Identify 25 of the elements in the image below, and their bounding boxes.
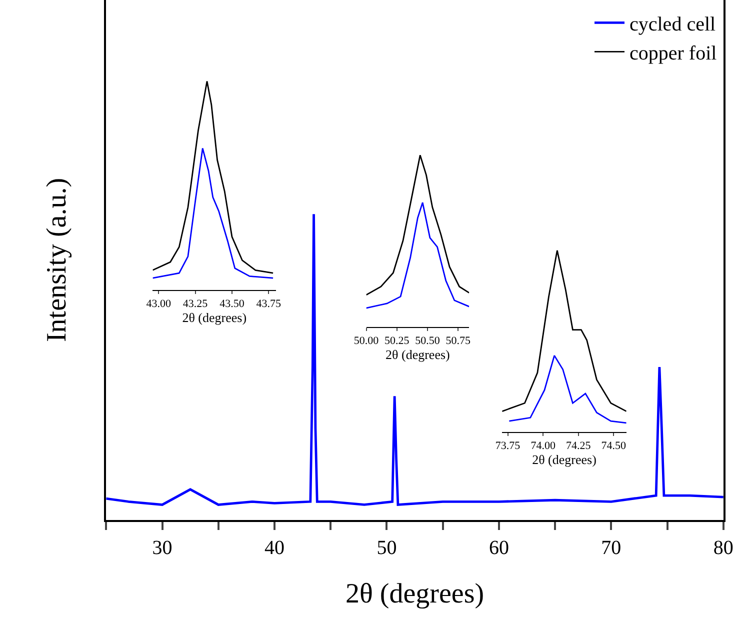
y-axis-title: Intensity (a.u.) (41, 178, 72, 342)
x-tick-label: 74.25 (566, 440, 592, 452)
x-tick-label: 43.00 (146, 298, 172, 310)
x-axis-title: 2θ (degrees) (532, 452, 596, 468)
x-tick-label: 50.25 (384, 335, 410, 348)
x-tick-label: 74.50 (601, 440, 627, 452)
x-tick-label: 80 (713, 537, 734, 559)
legend-label: cycled cell (630, 13, 716, 36)
x-tick-label: 50 (376, 537, 397, 559)
x-tick-label: 50.50 (415, 335, 440, 348)
x-tick-label: 50.75 (446, 335, 471, 348)
x-tick-label: 43.25 (182, 298, 208, 310)
x-tick-label: 73.75 (495, 440, 521, 452)
x-tick-label: 30 (152, 537, 172, 559)
x-tick-label: 60 (488, 537, 509, 559)
x-axis-title: 2θ (degrees) (345, 578, 484, 610)
x-tick-label: 43.75 (256, 298, 282, 310)
x-tick-label: 40 (264, 537, 284, 559)
x-tick-label: 43.50 (220, 298, 245, 310)
x-axis-title: 2θ (degrees) (182, 310, 247, 326)
legend-label: copper foil (630, 42, 718, 64)
x-tick-label: 70 (601, 537, 622, 559)
x-tick-label: 74.00 (530, 440, 556, 452)
x-tick-label: 50.00 (354, 335, 380, 348)
x-axis-title: 2θ (degrees) (386, 347, 450, 362)
